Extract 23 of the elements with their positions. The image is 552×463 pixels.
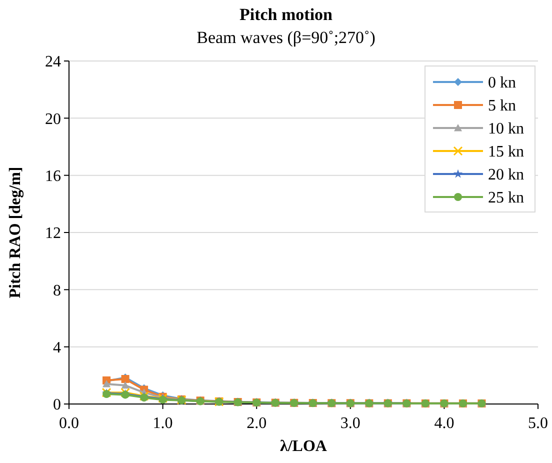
legend-label: 5 kn	[488, 98, 516, 115]
y-tick-label: 24	[45, 54, 61, 71]
x-tick-label: 5.0	[528, 415, 548, 432]
y-tick-label: 4	[53, 339, 61, 356]
legend-label: 15 kn	[488, 144, 524, 161]
x-tick-label: 3.0	[340, 415, 360, 432]
x-axis-title: λ/LOA	[280, 438, 328, 455]
x-tick-label: 4.0	[434, 415, 454, 432]
legend-label: 25 kn	[488, 190, 524, 207]
y-tick-label: 12	[45, 225, 61, 242]
legend-label: 20 kn	[488, 166, 524, 184]
y-tick-label: 20	[45, 110, 61, 128]
x-tick-label: 1.0	[152, 415, 173, 432]
legend-label: 0 kn	[488, 74, 516, 92]
y-tick-label: 16	[45, 168, 61, 185]
chart-title: Pitch motion	[239, 5, 334, 24]
chart-subtitle: Beam waves (β=90˚;270˚)	[196, 28, 376, 47]
x-tick-label: 2.0	[246, 415, 267, 432]
y-tick-label: 0	[53, 396, 61, 414]
y-axis-title: Pitch RAO [deg/m]	[7, 166, 24, 298]
x-tick-label: 0.0	[59, 415, 79, 432]
legend-label: 10 kn	[488, 120, 524, 138]
y-tick-label: 8	[53, 282, 61, 300]
